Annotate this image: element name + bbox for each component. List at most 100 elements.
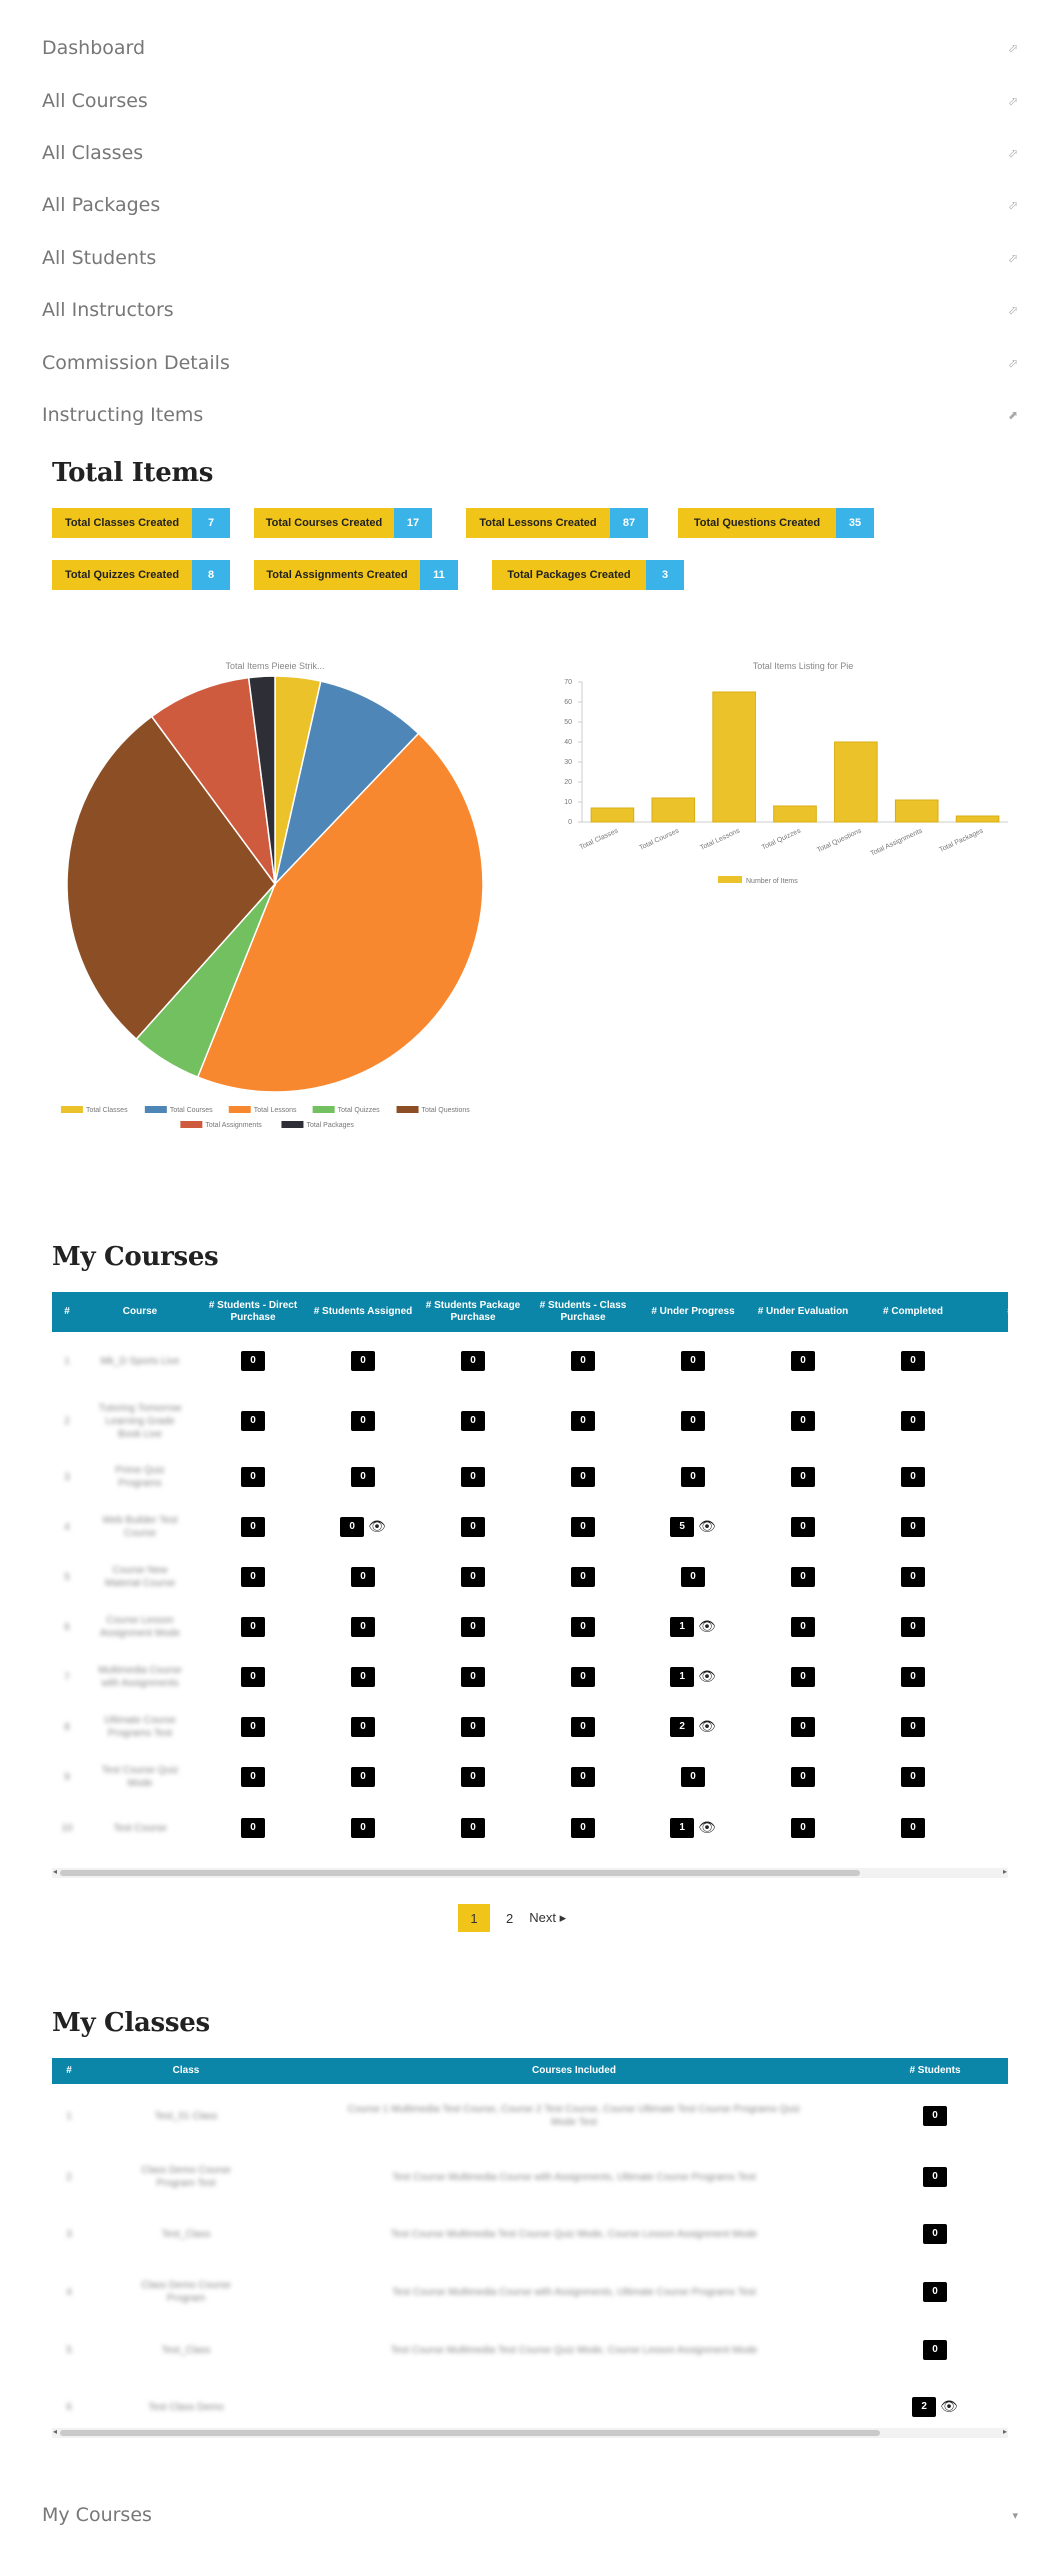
nav-item-all-instructors[interactable]: All Instructors ⬀	[42, 284, 1018, 336]
count-badge: 0	[461, 1818, 485, 1838]
count-badge: 0	[901, 1617, 925, 1637]
stat-label: Total Courses Created	[254, 508, 394, 538]
courses-included: Course 1 Multimedia Test Course, Course …	[347, 2104, 801, 2128]
stat-label: Total Packages Created	[492, 560, 646, 590]
row-index: 5	[66, 2344, 72, 2356]
eye-icon[interactable]: 👁	[698, 1667, 716, 1684]
legend-swatch	[180, 1121, 203, 1128]
count-badge: 0	[791, 1717, 815, 1737]
scrollbar-thumb[interactable]	[60, 1870, 860, 1876]
course-name: Course Lesson Assignment Mode	[99, 1615, 181, 1639]
stat-badge-quizzes: Total Quizzes Created 8	[52, 560, 230, 590]
page-1-link[interactable]: 1	[458, 1904, 490, 1932]
column-header: # Students - Direct Purchase	[208, 1300, 298, 1323]
eye-icon[interactable]: 👁	[368, 1517, 386, 1534]
legend-swatch	[228, 1106, 251, 1113]
count-badge: 0	[901, 1818, 925, 1838]
row-index: 7	[64, 1671, 70, 1683]
scroll-left-arrow-icon[interactable]: ◂	[53, 2427, 58, 2436]
scroll-right-arrow-icon[interactable]: ▸	[1002, 1867, 1007, 1876]
count-badge: 0	[571, 1467, 595, 1487]
count-badge: 0	[241, 1467, 265, 1487]
count-badge: 0	[340, 1517, 365, 1537]
x-tick-label: Total Quizzes	[761, 827, 802, 851]
bar	[834, 741, 878, 823]
stat-badge-packages: Total Packages Created 3	[492, 560, 684, 590]
course-name: Test Course Quiz Mode	[101, 1765, 179, 1789]
count-badge: 0	[571, 1717, 595, 1737]
count-badge: 0	[791, 1467, 815, 1487]
legend-label[interactable]: Total Questions	[422, 1107, 471, 1114]
class-name: Class Demo Course Program Test	[141, 2165, 231, 2189]
count-badge: 0	[791, 1351, 815, 1371]
students-count-badge: 0	[923, 2282, 947, 2302]
count-badge: 1	[670, 1818, 695, 1838]
eye-icon[interactable]: 👁	[940, 2397, 958, 2414]
count-badge: 0	[461, 1617, 485, 1637]
count-badge: 0	[461, 1767, 485, 1787]
eye-icon[interactable]: 👁	[698, 1818, 716, 1835]
legend-label[interactable]: Total Assignments	[205, 1122, 262, 1129]
legend-label[interactable]: Total Classes	[86, 1107, 128, 1114]
table-row: 3 Prime Quiz Programs 0 0 0 0 0 0 0	[52, 1452, 1008, 1502]
legend-label[interactable]: Total Courses	[170, 1107, 213, 1114]
count-badge: 0	[351, 1567, 375, 1587]
count-badge: 0	[571, 1667, 595, 1687]
external-link-icon: ⬀	[1007, 41, 1018, 56]
count-badge: 0	[241, 1411, 265, 1431]
legend-label[interactable]: Number of Items	[746, 878, 798, 885]
nav-item-my-courses[interactable]: My Courses ▾	[42, 2500, 1018, 2530]
my-courses-title: My Courses	[52, 1242, 219, 1272]
pie-slice	[247, 675, 276, 885]
legend-label[interactable]: Total Quizzes	[338, 1107, 381, 1114]
count-badge: 0	[241, 1717, 265, 1737]
table-row: 5 Test_Class Test Course Multimedia Test C…	[52, 2322, 1008, 2378]
count-badge: 0	[351, 1818, 375, 1838]
my-classes-title: My Classes	[52, 2008, 210, 2038]
nav-item-label: All Students	[42, 246, 157, 269]
scroll-left-arrow-icon[interactable]: ◂	[53, 1867, 58, 1876]
count-badge: 0	[351, 1617, 375, 1637]
nav-item-all-courses[interactable]: All Courses ⬀	[42, 74, 1018, 126]
legend-label[interactable]: Total Packages	[306, 1122, 354, 1129]
eye-icon[interactable]: 👁	[698, 1517, 716, 1534]
count-badge: 0	[241, 1567, 265, 1587]
courses-horizontal-scrollbar[interactable]: ◂ ▸	[52, 1867, 1008, 1878]
page-2-link[interactable]: 2	[506, 1910, 514, 1926]
count-badge: 0	[681, 1467, 705, 1487]
chevron-down-icon: ▾	[1012, 2508, 1018, 2522]
next-page-link[interactable]: Next ▸	[529, 1910, 567, 1925]
bar	[773, 805, 817, 823]
pie-slice	[196, 732, 484, 1093]
nav-item-all-students[interactable]: All Students ⬀	[42, 232, 1018, 284]
y-tick-label: 40	[564, 739, 572, 746]
nav-item-commission-details[interactable]: Commission Details ⬀	[42, 336, 1018, 388]
students-count-badge: 0	[923, 2167, 947, 2187]
table-row: 1 Test_01 Class Course 1 Multimedia Test C…	[52, 2084, 1008, 2148]
nav-item-label: All Classes	[42, 141, 144, 164]
nav-item-all-packages[interactable]: All Packages ⬀	[42, 179, 1018, 231]
scroll-right-arrow-icon[interactable]: ▸	[1002, 2427, 1007, 2436]
nav-item-dashboard[interactable]: Dashboard ⬀	[42, 22, 1018, 74]
eye-icon[interactable]: 👁	[698, 1717, 716, 1734]
nav-item-instructing-items[interactable]: Instructing Items ⬈	[42, 389, 1018, 441]
x-tick-label: Total Packages	[938, 827, 984, 854]
stat-label: Total Quizzes Created	[52, 560, 192, 590]
legend-swatch	[60, 1106, 83, 1113]
eye-icon[interactable]: 👁	[698, 1617, 716, 1634]
stat-count: 8	[192, 560, 230, 590]
y-tick-label: 30	[564, 759, 572, 766]
stat-count: 3	[646, 560, 684, 590]
classes-horizontal-scrollbar[interactable]: ◂ ▸	[52, 2427, 1008, 2438]
legend-label[interactable]: Total Lessons	[254, 1107, 297, 1114]
row-index: 2	[66, 2171, 72, 2183]
bar	[894, 799, 939, 823]
scrollbar-thumb[interactable]	[60, 2430, 880, 2436]
course-name: Test Course	[113, 1822, 167, 1834]
pie-chart-title: Total Items Pieeie Strik...	[225, 661, 324, 671]
nav-item-all-classes[interactable]: All Classes ⬀	[42, 127, 1018, 179]
row-index: 4	[66, 2286, 72, 2298]
legend-swatch	[144, 1106, 167, 1113]
count-badge: 0	[901, 1567, 925, 1587]
count-badge: 1	[670, 1617, 695, 1637]
